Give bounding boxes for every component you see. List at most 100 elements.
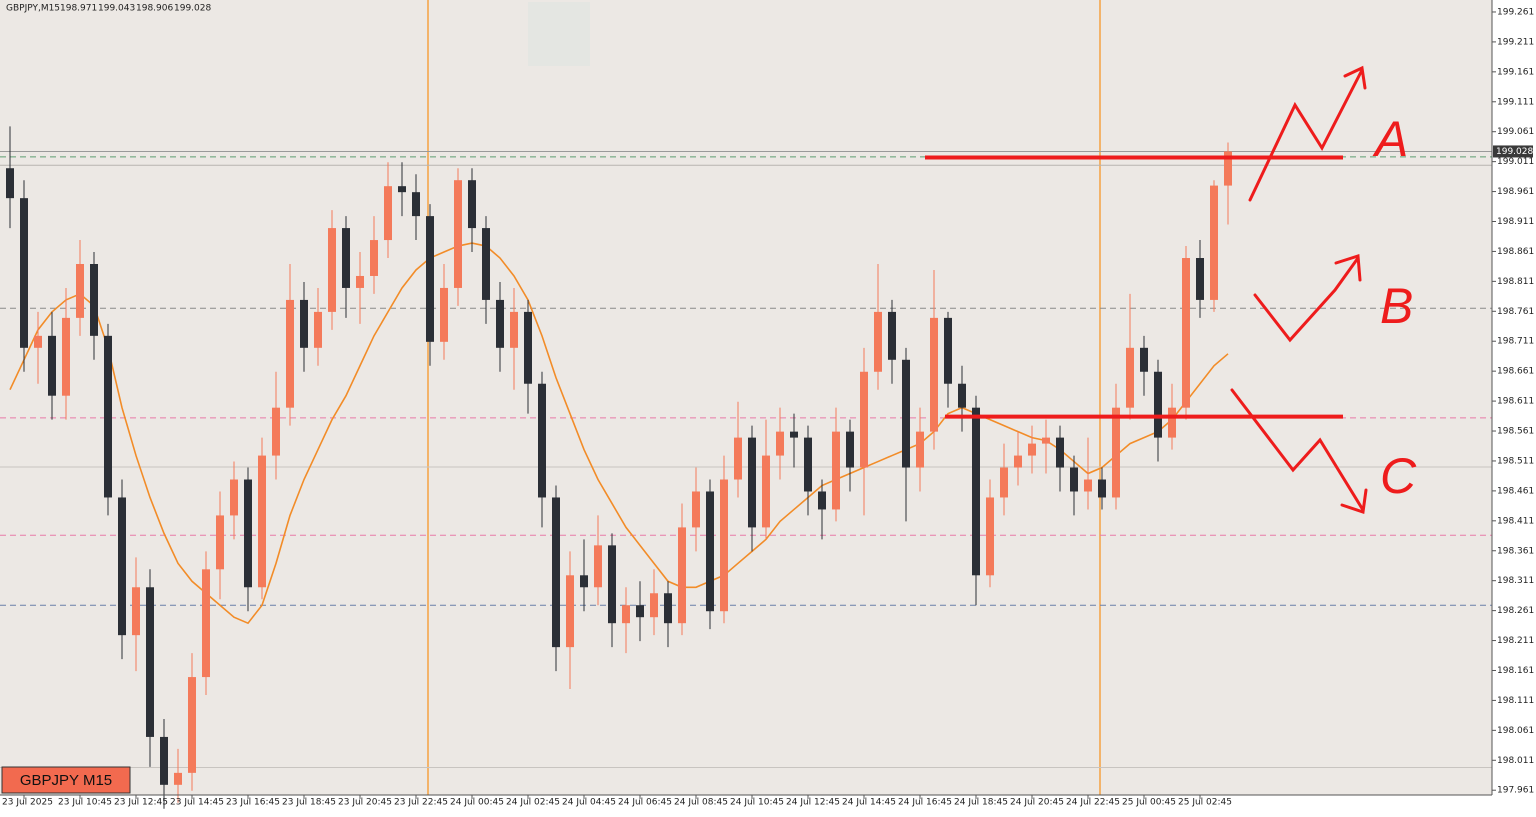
- candle-body: [258, 455, 266, 588]
- candle-body: [608, 545, 616, 624]
- y-tick-label: 198.761: [1497, 307, 1534, 317]
- x-tick-label: 24 Jul 06:45: [618, 798, 672, 808]
- overlays: [9, 242, 1229, 625]
- candle-body: [580, 575, 588, 588]
- scenario-label: C: [1380, 448, 1417, 504]
- candle-body: [706, 491, 714, 612]
- candle-body: [370, 240, 378, 276]
- candle-body: [244, 479, 252, 588]
- symbol: GBPJPY,M15: [6, 4, 60, 14]
- candle-body: [328, 228, 336, 312]
- candle-body: [412, 192, 420, 217]
- shade: [528, 2, 590, 66]
- candle-body: [6, 168, 14, 199]
- x-tick-label: 24 Jul 16:45: [898, 798, 952, 808]
- candle-body: [594, 545, 602, 588]
- y-tick-label: 198.711: [1497, 337, 1534, 347]
- candle-body: [552, 497, 560, 648]
- x-tick-label: 24 Jul 00:45: [450, 798, 504, 808]
- candle-body: [146, 587, 154, 737]
- y-tick-label: 198.361: [1497, 546, 1534, 556]
- candle-body: [62, 317, 70, 396]
- symbol-badge-text: GBPJPY M15: [20, 772, 112, 789]
- candle-body: [384, 186, 392, 241]
- candle-body: [1042, 437, 1050, 444]
- candle-body: [1084, 479, 1092, 492]
- y-tick-label: 198.311: [1497, 576, 1534, 586]
- candle-body: [1224, 151, 1232, 186]
- candle-body: [972, 407, 980, 576]
- scenario-label: A: [1372, 111, 1408, 167]
- y-tick-label: 198.511: [1497, 456, 1534, 466]
- candle-body: [286, 299, 294, 408]
- x-tick-label: 24 Jul 10:45: [730, 798, 784, 808]
- candle-body: [132, 587, 140, 636]
- y-tick-label: 199.161: [1497, 67, 1534, 77]
- candle-body: [48, 335, 56, 396]
- candles: [6, 126, 1232, 809]
- y-tick-label: 198.861: [1497, 247, 1534, 257]
- y-tick-label: 198.661: [1497, 367, 1534, 377]
- candle-body: [734, 437, 742, 480]
- candle-body: [944, 317, 952, 384]
- candle-body: [1112, 407, 1120, 498]
- x-tick-label: 24 Jul 18:45: [954, 798, 1008, 808]
- candle-body: [1098, 479, 1106, 498]
- candle-body: [482, 228, 490, 300]
- header-open: 198.971: [60, 4, 97, 14]
- candle-body: [1154, 371, 1162, 438]
- candle-body: [454, 180, 462, 288]
- x-tick-label: 24 Jul 20:45: [1010, 798, 1064, 808]
- x-tick-label: 23 Jul 10:45: [58, 798, 112, 808]
- y-tick-label: 198.111: [1497, 696, 1534, 706]
- x-tick-label: 23 Jul 16:45: [226, 798, 280, 808]
- y-axis-band: [1492, 0, 1536, 795]
- y-tick-label: 198.261: [1497, 606, 1534, 616]
- scenario-label: B: [1380, 278, 1413, 334]
- y-tick-label: 199.111: [1497, 97, 1534, 107]
- y-tick-label: 198.011: [1497, 756, 1534, 766]
- candle-body: [90, 264, 98, 336]
- x-tick-label: 23 Jul 2025: [2, 798, 53, 808]
- candle-body: [986, 497, 994, 576]
- candle-body: [846, 431, 854, 468]
- candle-body: [1014, 455, 1022, 468]
- x-tick-label: 24 Jul 14:45: [842, 798, 896, 808]
- x-axis-band: [0, 795, 1536, 817]
- candle-body: [832, 431, 840, 510]
- symbol-badge: [1, 766, 131, 794]
- candle-body: [888, 311, 896, 360]
- y-tick-label: 198.461: [1497, 486, 1534, 496]
- price-tag-label: 199.028: [1496, 147, 1533, 157]
- candle-body: [104, 335, 112, 498]
- arrow-a: [1248, 65, 1367, 202]
- candle-body: [1182, 258, 1190, 408]
- candle-body: [860, 371, 868, 468]
- candle-body: [1000, 467, 1008, 498]
- candle-body: [300, 299, 308, 348]
- candle-body: [202, 569, 210, 678]
- x-tick-label: 23 Jul 18:45: [282, 798, 336, 808]
- candle-body: [230, 479, 238, 516]
- candle-body: [720, 479, 728, 612]
- candle-body: [804, 437, 812, 492]
- y-tick-label: 198.161: [1497, 666, 1534, 676]
- candle-body: [118, 497, 126, 636]
- candle-body: [902, 359, 910, 468]
- candle-body: [1056, 437, 1064, 468]
- candle-body: [622, 605, 630, 624]
- y-tick-label: 198.911: [1497, 217, 1534, 227]
- candle-body: [272, 407, 280, 456]
- candle-body: [650, 593, 658, 618]
- candle-body: [174, 772, 182, 785]
- candle-body: [1126, 347, 1134, 408]
- y-tick-label: 199.061: [1497, 127, 1534, 137]
- candle-body: [930, 317, 938, 432]
- candle-body: [636, 605, 644, 618]
- y-tick-label: 198.561: [1497, 427, 1534, 437]
- candle-body: [538, 383, 546, 498]
- y-tick-label: 197.961: [1497, 786, 1534, 796]
- arrow-b: [1253, 254, 1362, 343]
- y-tick-label: 198.211: [1497, 636, 1534, 646]
